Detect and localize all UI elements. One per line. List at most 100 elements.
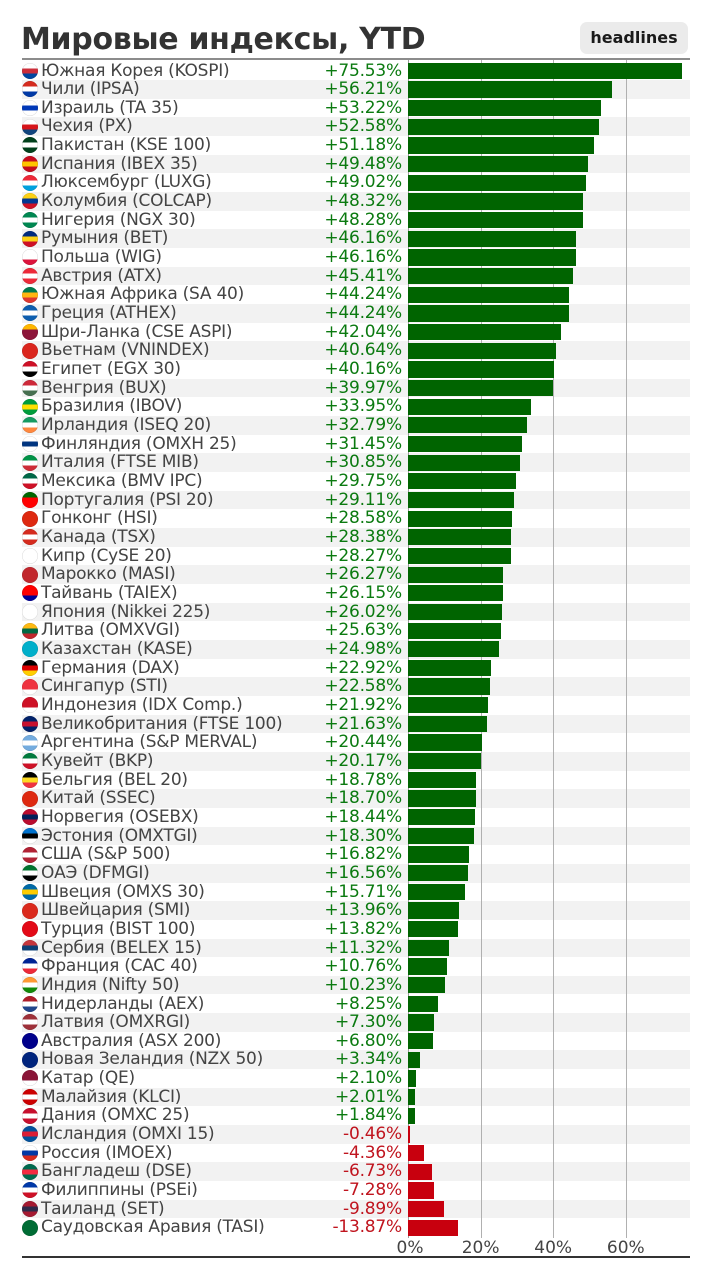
category-label: Египет (EGX 30) — [41, 359, 181, 380]
row-stripe — [22, 714, 690, 734]
value-label: +21.63% — [324, 713, 402, 734]
flag-kuwait-icon — [22, 753, 38, 770]
category-label: Колумбия (COLCAP) — [41, 191, 212, 212]
value-label: +18.78% — [324, 769, 402, 790]
category-label: Люксембург (LUXG) — [41, 172, 212, 193]
flag-south-africa-icon — [22, 286, 38, 303]
row-stripe — [22, 938, 690, 958]
bar — [408, 398, 532, 415]
bar — [408, 641, 499, 658]
category-label: Германия (DAX) — [41, 657, 180, 678]
category-label: ОАЭ (DFMGI) — [41, 862, 150, 883]
value-label: +11.32% — [324, 937, 402, 958]
value-label: +26.27% — [324, 564, 402, 585]
flag-vietnam-icon — [22, 342, 38, 359]
value-label: +28.27% — [324, 545, 402, 566]
flag-switzerland-icon — [22, 902, 38, 919]
flag-bangladesh-icon — [22, 1163, 38, 1180]
value-label: +33.95% — [324, 396, 402, 417]
row-stripe — [22, 901, 690, 920]
bar — [408, 249, 576, 266]
bar — [408, 342, 556, 359]
value-label: +2.01% — [334, 1086, 402, 1107]
value-label: +18.30% — [324, 825, 402, 846]
flag-philippines-icon — [22, 1182, 38, 1199]
category-label: Южная Корея (KOSPI) — [41, 60, 230, 81]
flag-romania-icon — [22, 230, 38, 247]
flag-nigeria-icon — [22, 212, 38, 229]
flag-italy-icon — [22, 454, 38, 471]
x-tick-label: 0% — [396, 1238, 424, 1258]
value-label: +75.53% — [324, 60, 402, 81]
flag-latvia-icon — [22, 1014, 38, 1031]
header-divider — [22, 58, 690, 60]
flag-czechia-icon — [22, 118, 38, 135]
value-label: +10.23% — [324, 974, 402, 995]
category-label: Китай (SSEC) — [41, 788, 156, 809]
value-label: +45.41% — [324, 265, 402, 286]
value-label: +22.58% — [324, 676, 402, 697]
bar — [408, 510, 512, 527]
value-label: +53.22% — [324, 97, 402, 118]
value-label: +26.02% — [324, 601, 402, 622]
bar — [408, 1144, 424, 1162]
category-label: Испания (IBEX 35) — [41, 153, 198, 174]
category-label: Кувейт (BKP) — [41, 750, 154, 771]
flag-poland-icon — [22, 249, 38, 266]
bar — [408, 939, 450, 956]
category-label: Шри-Ланка (CSE ASPI) — [41, 321, 233, 342]
flag-kazakhstan-icon — [22, 641, 38, 658]
category-label: Канада (TSX) — [41, 527, 156, 547]
flag-israel-icon — [22, 100, 38, 117]
bar — [408, 865, 469, 882]
bar — [408, 921, 459, 938]
value-label: +28.58% — [324, 508, 402, 529]
value-label: +8.25% — [334, 993, 402, 1014]
bar — [408, 566, 504, 583]
bar — [408, 678, 490, 695]
bar — [408, 193, 584, 210]
category-label: Румыния (BET) — [41, 228, 169, 249]
flag-russia-icon — [22, 1145, 38, 1162]
bar — [408, 1014, 435, 1031]
category-label: Бангладеш (DSE) — [41, 1161, 192, 1182]
category-label: Исландия (OMXI 15) — [41, 1124, 215, 1145]
category-label: Великобритания (FTSE 100) — [41, 713, 283, 734]
value-label: +44.24% — [324, 303, 402, 324]
value-label: +25.63% — [324, 620, 402, 641]
value-label: +31.45% — [324, 433, 402, 454]
bar — [408, 622, 502, 639]
category-label: Саудовская Аравия (TASI) — [41, 1217, 265, 1238]
value-label: +48.32% — [324, 191, 402, 212]
bar — [408, 491, 514, 509]
bar — [408, 1182, 435, 1199]
bar — [408, 995, 438, 1012]
row-stripe — [22, 602, 690, 622]
flag-turkey-icon — [22, 921, 38, 938]
value-label: +40.64% — [324, 340, 402, 361]
value-label: +18.70% — [324, 788, 402, 809]
bar — [408, 1033, 433, 1050]
bar — [408, 846, 470, 863]
category-label: Малайзия (KLCI) — [41, 1086, 182, 1107]
flag-netherlands-icon — [22, 995, 38, 1012]
row-stripe — [22, 528, 690, 547]
x-tick-label: 20% — [461, 1238, 500, 1258]
value-label: +6.80% — [334, 1030, 402, 1051]
category-label: Казахстан (KASE) — [41, 638, 193, 659]
flag-portugal-icon — [22, 491, 38, 508]
flag-finland-icon — [22, 436, 38, 452]
value-label: -0.46% — [343, 1124, 402, 1145]
headlines-badge[interactable]: headlines — [580, 22, 688, 54]
category-label: Венгрия (BUX) — [41, 377, 167, 398]
category-label: Греция (ATHEX) — [41, 303, 177, 324]
value-label: +3.34% — [334, 1049, 402, 1070]
bar — [408, 100, 602, 117]
value-label: +56.21% — [324, 79, 402, 100]
category-label: Нигерия (NGX 30) — [41, 209, 196, 230]
category-label: Швеция (OMXS 30) — [41, 881, 205, 902]
category-label: Сербия (BELEX 15) — [41, 937, 202, 958]
bar — [408, 156, 588, 173]
value-label: +39.97% — [324, 377, 402, 398]
